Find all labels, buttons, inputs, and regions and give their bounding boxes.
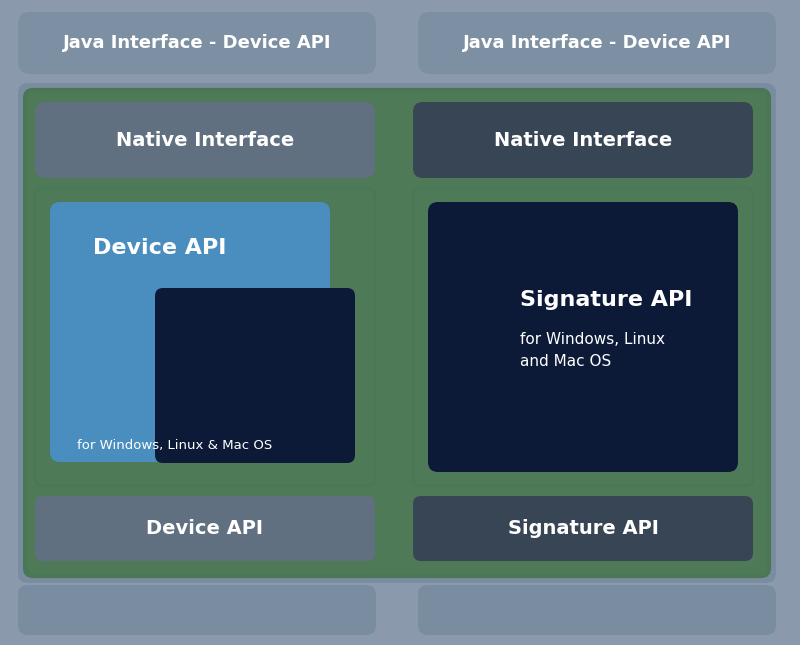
FancyBboxPatch shape — [35, 102, 375, 178]
FancyBboxPatch shape — [18, 585, 376, 635]
FancyBboxPatch shape — [35, 496, 375, 561]
Text: Device API: Device API — [94, 238, 226, 258]
FancyBboxPatch shape — [155, 288, 355, 463]
FancyBboxPatch shape — [50, 202, 330, 462]
Text: Native Interface: Native Interface — [494, 130, 672, 150]
Text: Signature API: Signature API — [520, 290, 692, 310]
FancyBboxPatch shape — [413, 102, 753, 178]
Text: for Windows, Linux & Mac OS: for Windows, Linux & Mac OS — [78, 439, 273, 453]
Text: Java Interface - Device API: Java Interface - Device API — [462, 34, 731, 52]
FancyBboxPatch shape — [418, 12, 776, 74]
Text: Java Interface - Device API: Java Interface - Device API — [62, 34, 331, 52]
Text: and Mac OS: and Mac OS — [520, 355, 611, 370]
Text: Device API: Device API — [146, 519, 263, 537]
FancyBboxPatch shape — [25, 90, 769, 576]
FancyBboxPatch shape — [35, 188, 375, 486]
Text: for Windows, Linux: for Windows, Linux — [520, 333, 665, 348]
FancyBboxPatch shape — [413, 188, 753, 486]
Text: Native Interface: Native Interface — [116, 130, 294, 150]
FancyBboxPatch shape — [418, 585, 776, 635]
FancyBboxPatch shape — [413, 496, 753, 561]
FancyBboxPatch shape — [18, 12, 376, 74]
Text: Signature API: Signature API — [507, 519, 658, 537]
FancyBboxPatch shape — [428, 202, 738, 472]
FancyBboxPatch shape — [18, 83, 776, 583]
